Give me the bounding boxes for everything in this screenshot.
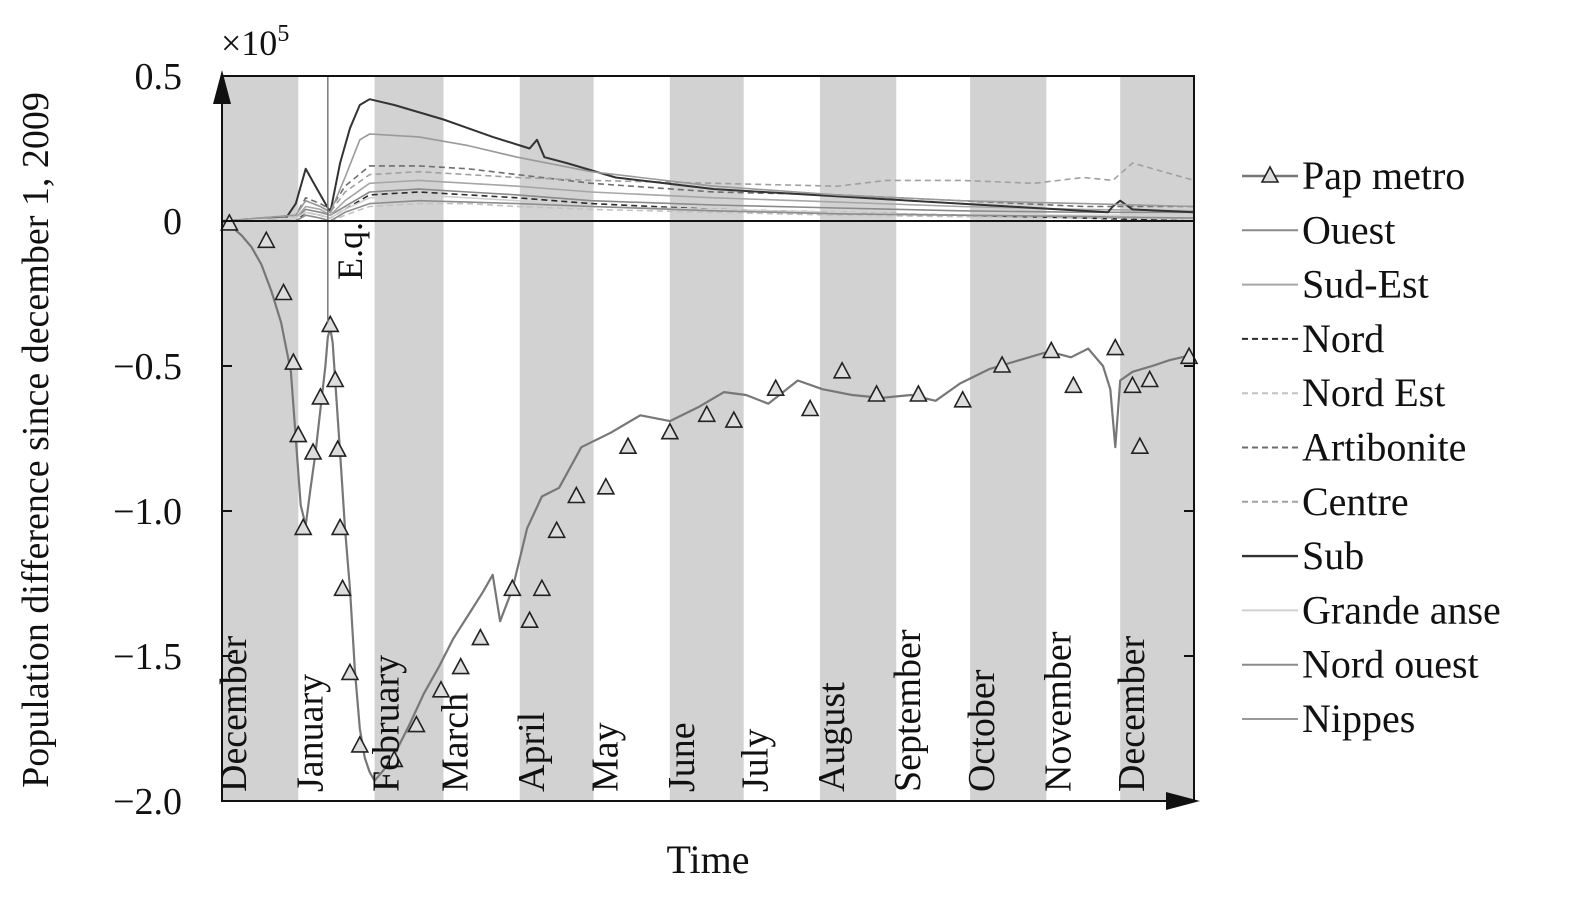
- marker-triangle-1: [256, 230, 276, 249]
- month-label-10: October: [961, 669, 1003, 792]
- marker-triangle-35: [953, 390, 973, 408]
- y-multiplier: ×105: [221, 21, 289, 63]
- month-labels: December January February March April May June…: [213, 76, 1153, 792]
- series-line-nord-ouest: [222, 199, 1195, 222]
- marker-triangle-2: [274, 282, 293, 301]
- marker-triangle-20: [503, 578, 522, 597]
- marker-triangle-10: [328, 439, 347, 457]
- marker-triangle-0: [220, 213, 239, 231]
- month-label-11: November: [1037, 631, 1079, 792]
- x-axis-label: Time: [666, 837, 749, 882]
- month-label-8: August: [811, 682, 853, 792]
- month-label-9: September: [887, 629, 929, 792]
- legend-label-5: Artibonite: [1302, 425, 1466, 470]
- marker-triangle-9: [325, 369, 345, 388]
- axes: 0.5 0 −0.5 −1.0 −1.5 −2.0: [113, 56, 1200, 823]
- marker-triangle-36: [992, 355, 1012, 373]
- month-label-2: February: [366, 655, 408, 792]
- marker-triangle-38: [1064, 375, 1083, 394]
- marker-triangle-22: [532, 578, 552, 597]
- legend-label-3: Nord: [1302, 316, 1384, 361]
- month-label-12: December: [1111, 636, 1153, 792]
- marker-triangle-41: [1130, 436, 1150, 455]
- y-multiplier-exponent: 5: [277, 21, 289, 47]
- marker-triangle-17: [431, 680, 451, 698]
- y-tick-label-3: −1.0: [113, 491, 182, 533]
- marker-triangle-23: [547, 520, 566, 539]
- series-layer: [220, 98, 1199, 782]
- y-tick-label-4: −1.5: [113, 636, 182, 678]
- month-label-4: April: [511, 712, 553, 792]
- month-band-10: [970, 76, 1047, 801]
- series-line-pap-metro: [221, 220, 1195, 782]
- month-label-3: March: [434, 693, 476, 792]
- y-tick-label-0: 0.5: [135, 56, 183, 98]
- marker-triangle-32: [832, 361, 852, 379]
- marker-triangle-14: [350, 735, 370, 753]
- y-tick-label-2: −0.5: [113, 346, 182, 388]
- legend-label-4: Nord Est: [1302, 370, 1445, 415]
- y-tick-label-5: −2.0: [113, 781, 182, 823]
- marker-triangle-26: [618, 436, 638, 455]
- legend-label-6: Centre: [1302, 479, 1409, 524]
- marker-triangle-5: [293, 517, 313, 536]
- marker-triangle-30: [766, 378, 786, 397]
- marker-triangle-21: [520, 610, 539, 629]
- y-axis-arrow: [213, 70, 231, 104]
- month-band-12: [1120, 76, 1194, 801]
- marker-triangle-12: [333, 578, 352, 597]
- month-band-0: [222, 76, 299, 801]
- marker-triangle-7: [311, 387, 330, 405]
- marker-triangle-4: [288, 424, 308, 443]
- marker-triangle-19: [471, 627, 490, 646]
- month-label-0: December: [213, 636, 255, 792]
- marker-triangle-33: [867, 384, 886, 402]
- marker-triangle-13: [340, 662, 360, 681]
- series-line-centre: [221, 162, 1195, 222]
- marker-triangle-15: [384, 749, 404, 768]
- y-axis-label: Population difference since december 1, …: [15, 92, 57, 788]
- marker-triangle-39: [1105, 337, 1125, 356]
- month-label-5: May: [585, 722, 627, 792]
- plot-frame: [221, 75, 1195, 802]
- marker-triangle-29: [724, 410, 744, 428]
- legend: Pap metro Ouest Sud-Est Nord Nord Est Artibon…: [1242, 153, 1501, 741]
- month-band-4: [519, 76, 594, 801]
- x-axis-arrow: [1166, 792, 1200, 810]
- legend-label-10: Nippes: [1302, 696, 1415, 741]
- marker-triangle-16: [407, 714, 426, 733]
- marker-triangle-11: [330, 517, 350, 536]
- marker-triangle-18: [451, 656, 471, 675]
- marker-triangle-40: [1123, 375, 1142, 394]
- y-multiplier-base: ×10: [221, 23, 277, 63]
- month-label-7: July: [735, 729, 777, 792]
- legend-marker-0: [1260, 165, 1280, 183]
- series-line-sub: [221, 98, 1195, 222]
- marker-triangle-25: [596, 477, 616, 495]
- marker-triangle-37: [1041, 340, 1061, 359]
- marker-triangle-28: [697, 404, 717, 423]
- y-tick-label-1: 0: [163, 201, 182, 243]
- marker-triangle-31: [800, 398, 820, 417]
- legend-label-8: Grande anse: [1302, 587, 1501, 632]
- marker-triangle-6: [303, 442, 323, 460]
- legend-label-0: Pap metro: [1302, 153, 1465, 198]
- month-label-1: January: [289, 674, 331, 792]
- marker-triangle-34: [909, 384, 928, 402]
- legend-label-1: Ouest: [1302, 207, 1395, 252]
- marker-triangle-24: [567, 485, 586, 504]
- marker-triangle-27: [660, 422, 680, 440]
- series-line-ouest: [221, 188, 1194, 222]
- marker-triangle-42: [1140, 369, 1160, 388]
- legend-label-7: Sub: [1302, 533, 1364, 578]
- series-line-sud-est: [221, 179, 1195, 222]
- event-label: E.q.: [330, 222, 370, 280]
- legend-label-9: Nord ouest: [1302, 642, 1479, 687]
- marker-triangle-3: [284, 352, 303, 370]
- month-label-6: June: [661, 722, 703, 792]
- marker-triangle-8: [320, 314, 340, 333]
- legend-label-2: Sud-Est: [1302, 262, 1429, 307]
- series-line-nippes: [221, 133, 1195, 222]
